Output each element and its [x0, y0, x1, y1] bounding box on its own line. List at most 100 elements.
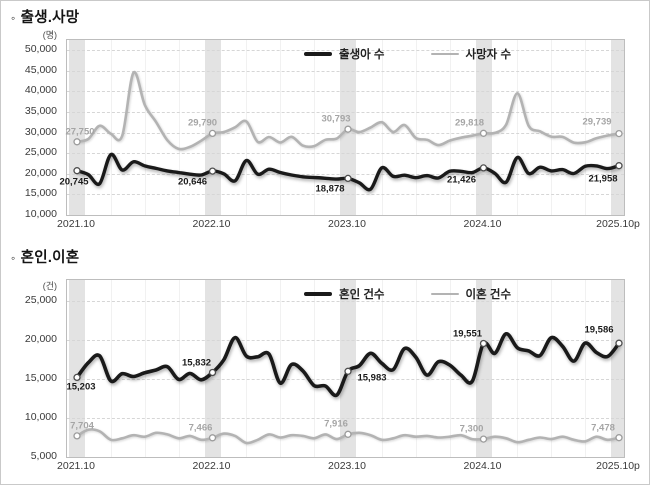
data-point-marker — [208, 368, 217, 377]
data-value-label: 20,745 — [59, 176, 89, 188]
chart-legend: 혼인 건수 이혼 건수 — [304, 286, 511, 302]
quarter-gridline — [415, 280, 417, 457]
data-value-label: 7,704 — [70, 420, 94, 432]
x-tick-label: 2022.10 — [192, 218, 231, 230]
quarter-gridline — [551, 40, 553, 215]
x-tick-label: 2023.10 — [328, 218, 366, 230]
y-tick-label: 20,000 — [24, 333, 57, 345]
data-point-marker — [344, 174, 352, 183]
series-line-0 — [75, 332, 621, 398]
gridline — [67, 194, 624, 196]
quarter-gridline — [517, 280, 519, 457]
data-value-label: 7,478 — [591, 422, 615, 434]
quarter-gridline — [280, 280, 282, 457]
data-point-marker — [615, 339, 623, 347]
y-tick-label: 35,000 — [24, 104, 57, 117]
data-point-marker — [208, 167, 217, 175]
data-point-marker — [73, 373, 81, 382]
series-line-0 — [75, 152, 621, 192]
quarter-gridline — [280, 40, 282, 215]
line-chart-svg — [73, 70, 623, 192]
data-value-label: 29,818 — [454, 117, 485, 129]
y-tick-label: 5,000 — [30, 450, 57, 462]
y-tick-label: 50,000 — [24, 43, 57, 55]
marriage-divorce-chart: (건) 25,000 20,000 15,000 10,000 5,000 15,203 15… — [1, 267, 649, 483]
quarter-gridline — [178, 40, 180, 215]
data-point-marker — [479, 164, 488, 172]
quarter-gridline — [551, 280, 553, 457]
series-line-1 — [75, 70, 621, 151]
highlight-band-october — [475, 40, 492, 215]
quarter-gridline — [585, 280, 587, 457]
quarter-gridline — [246, 280, 248, 457]
data-point-marker — [615, 434, 623, 442]
data-value-label: 19,586 — [584, 324, 614, 336]
y-axis-unit-label: (명) — [42, 30, 57, 40]
gridline — [67, 153, 624, 155]
legend-item: 사망자 수 — [430, 46, 512, 62]
y-tick-label: 10,000 — [24, 208, 57, 220]
legend-label: 이혼 건수 — [465, 289, 512, 301]
legend-line-sample — [304, 292, 332, 296]
plot-area: 20,745 20,646 18,878 21,426 21,958 27,750 29,7… — [59, 39, 625, 216]
gridline — [67, 301, 624, 302]
data-value-label: 7,466 — [188, 422, 213, 434]
data-point-marker — [208, 129, 217, 138]
quarter-gridline — [381, 40, 383, 215]
gridline — [67, 50, 624, 51]
x-tick-label: 2022.10 — [192, 460, 231, 472]
data-point-marker — [344, 367, 352, 375]
y-tick-label: 15,000 — [24, 372, 57, 384]
highlight-band-october — [475, 280, 492, 457]
plot-area: 15,203 15,832 15,983 19,551 19,586 7,704 7,466… — [66, 279, 625, 458]
legend-item: 이혼 건수 — [430, 286, 512, 302]
y-tick-label: 25,000 — [24, 294, 57, 306]
y-tick-label: 10,000 — [24, 411, 57, 423]
quarter-gridline — [314, 280, 316, 457]
quarter-gridline — [415, 40, 417, 215]
data-value-label: 21,958 — [588, 173, 618, 185]
highlight-band-october — [204, 280, 221, 457]
quarter-gridline — [246, 40, 248, 215]
data-point-marker — [73, 138, 81, 146]
data-value-label: 20,646 — [177, 176, 208, 188]
quarter-gridline — [585, 40, 587, 215]
quarter-gridline — [314, 40, 316, 215]
section-title-text: 혼인.이혼 — [20, 250, 80, 266]
quarter-gridline — [381, 280, 383, 457]
gridline — [67, 91, 624, 93]
line-chart-svg — [73, 332, 623, 445]
legend-label: 출생아 수 — [339, 49, 385, 61]
highlight-band-october — [611, 280, 624, 457]
y-tick-label: 40,000 — [24, 84, 57, 97]
legend-line-sample — [430, 293, 459, 295]
data-point-marker — [344, 430, 352, 438]
gridline — [67, 418, 624, 419]
y-axis-unit-label: (건) — [42, 281, 57, 291]
quarter-gridline — [449, 280, 451, 457]
data-point-marker — [208, 434, 217, 442]
legend-label: 혼인 건수 — [339, 289, 385, 301]
data-value-label: 29,739 — [582, 116, 612, 128]
legend-label: 사망자 수 — [465, 49, 512, 61]
gridline — [67, 173, 624, 175]
section-title-text: 출생.사망 — [20, 10, 80, 26]
section-title-births-deaths: ◦ 출생.사망 — [11, 6, 79, 27]
x-tick-label: 2025.10p — [596, 218, 640, 230]
y-tick-label: 20,000 — [24, 166, 57, 179]
bullet-icon: ◦ — [11, 11, 16, 25]
y-tick-label: 30,000 — [24, 125, 57, 138]
y-tick-label: 45,000 — [24, 63, 57, 76]
data-point-marker — [615, 129, 623, 138]
data-value-label: 7,300 — [459, 423, 484, 435]
y-tick-label: 25,000 — [24, 146, 57, 159]
quarter-gridline — [144, 40, 146, 215]
gridline — [67, 111, 624, 113]
legend-line-sample — [430, 53, 459, 55]
gridline — [67, 132, 624, 134]
quarter-gridline — [517, 40, 519, 215]
data-point-marker — [615, 162, 623, 170]
chart-legend: 출생아 수 사망자 수 — [304, 46, 511, 62]
x-tick-label: 2024.10 — [463, 460, 502, 472]
data-value-label: 15,983 — [357, 372, 387, 384]
